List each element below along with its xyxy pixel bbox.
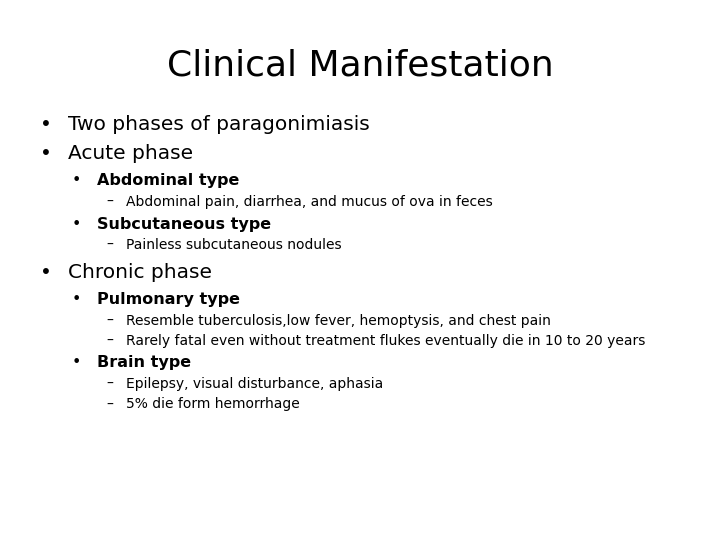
Text: Chronic phase: Chronic phase — [68, 263, 212, 282]
Text: Resemble tuberculosis,low fever, hemoptysis, and chest pain: Resemble tuberculosis,low fever, hemopty… — [126, 314, 551, 328]
Text: Painless subcutaneous nodules: Painless subcutaneous nodules — [126, 238, 341, 252]
Text: Abdominal type: Abdominal type — [97, 173, 240, 188]
Text: Two phases of paragonimiasis: Two phases of paragonimiasis — [68, 114, 370, 134]
Text: Epilepsy, visual disturbance, aphasia: Epilepsy, visual disturbance, aphasia — [126, 377, 383, 391]
Text: –: – — [107, 397, 114, 411]
Text: Subcutaneous type: Subcutaneous type — [97, 217, 271, 232]
Text: Brain type: Brain type — [97, 355, 192, 370]
Text: •: • — [40, 263, 51, 282]
Text: Abdominal pain, diarrhea, and mucus of ova in feces: Abdominal pain, diarrhea, and mucus of o… — [126, 195, 492, 209]
Text: •: • — [72, 173, 81, 188]
Text: –: – — [107, 195, 114, 209]
Text: –: – — [107, 377, 114, 391]
Text: 5% die form hemorrhage: 5% die form hemorrhage — [126, 397, 300, 411]
Text: •: • — [72, 292, 81, 307]
Text: –: – — [107, 314, 114, 328]
Text: –: – — [107, 238, 114, 252]
Text: •: • — [40, 144, 51, 164]
Text: •: • — [72, 355, 81, 370]
Text: Pulmonary type: Pulmonary type — [97, 292, 240, 307]
Text: –: – — [107, 334, 114, 348]
Text: •: • — [40, 114, 51, 134]
Text: Rarely fatal even without treatment flukes eventually die in 10 to 20 years: Rarely fatal even without treatment fluk… — [126, 334, 645, 348]
Text: •: • — [72, 217, 81, 232]
Text: Acute phase: Acute phase — [68, 144, 194, 164]
Text: Clinical Manifestation: Clinical Manifestation — [166, 49, 554, 83]
